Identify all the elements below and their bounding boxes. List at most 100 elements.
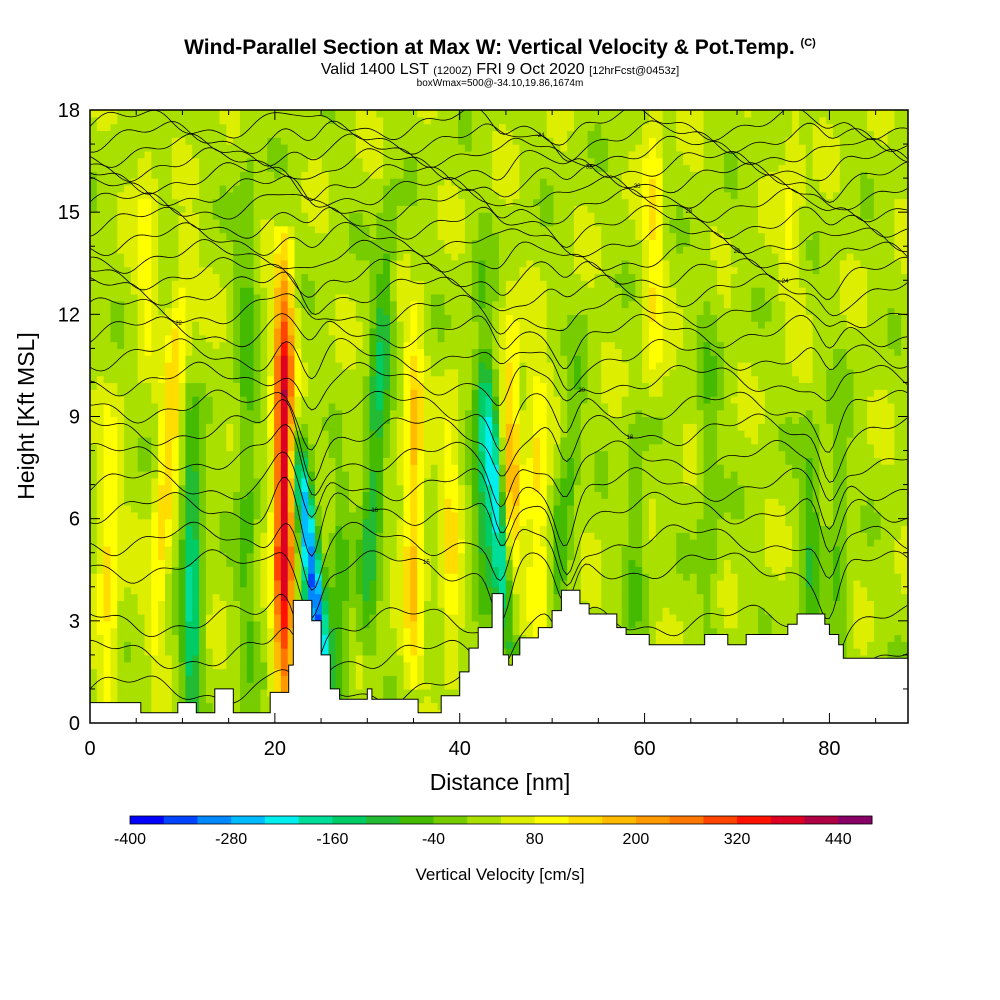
velocity-cell [444, 586, 459, 595]
velocity-cell [512, 430, 521, 438]
velocity-cell [96, 627, 112, 636]
velocity-cell [342, 416, 364, 424]
velocity-cell [103, 416, 118, 424]
velocity-cell [178, 436, 187, 445]
velocity-cell [164, 634, 180, 642]
velocity-cell [103, 430, 118, 438]
velocity-cell [171, 457, 180, 465]
velocity-cell [587, 205, 630, 213]
velocity-cell [792, 362, 814, 370]
velocity-cell [499, 579, 507, 588]
velocity-cell [587, 375, 602, 384]
velocity-cell [553, 457, 561, 465]
velocity-cell [192, 600, 200, 608]
velocity-cell [369, 457, 384, 465]
velocity-cell [478, 518, 486, 527]
velocity-cell [389, 280, 398, 288]
velocity-cell [280, 246, 289, 254]
velocity-cell [164, 396, 180, 404]
velocity-cell [812, 137, 841, 145]
velocity-cell [901, 259, 908, 268]
velocity-cell [410, 368, 418, 377]
velocity-cell [642, 375, 664, 384]
velocity-cell [424, 341, 480, 349]
velocity-cell [792, 212, 800, 220]
velocity-cell [464, 470, 473, 479]
velocity-cell [628, 300, 643, 309]
velocity-cell [335, 491, 350, 499]
velocity-cell [90, 614, 98, 622]
velocity-cell [464, 450, 473, 458]
velocity-cell [894, 246, 908, 254]
velocity-cell [294, 368, 302, 377]
velocity-cell [253, 307, 262, 315]
velocity-cell [464, 593, 473, 601]
velocity-cell [178, 443, 187, 452]
velocity-cell [239, 389, 255, 397]
velocity-cell [171, 171, 200, 179]
velocity-cell [178, 505, 187, 513]
velocity-cell [314, 450, 330, 458]
velocity-cell [417, 614, 425, 622]
velocity-cell [717, 314, 752, 322]
velocity-cell [124, 457, 139, 465]
velocity-cell [117, 525, 152, 533]
velocity-cell [280, 566, 289, 574]
velocity-cell [839, 586, 848, 595]
velocity-cell [717, 430, 745, 438]
velocity-cell [710, 614, 725, 622]
velocity-cell [410, 266, 473, 275]
velocity-cell [846, 586, 855, 595]
velocity-cell [342, 362, 357, 370]
velocity-cell [274, 614, 282, 622]
velocity-cell [437, 525, 446, 533]
velocity-cell [410, 634, 418, 642]
velocity-cell [567, 470, 575, 479]
velocity-cell [274, 539, 282, 547]
velocity-cell [499, 470, 507, 479]
velocity-cell [458, 573, 466, 581]
velocity-cell [267, 600, 275, 608]
velocity-cell [90, 545, 98, 554]
velocity-cell [294, 470, 302, 479]
velocity-cell [478, 607, 500, 615]
velocity-cell [444, 430, 452, 438]
velocity-cell [437, 491, 446, 499]
velocity-cell [826, 396, 855, 404]
velocity-cell [703, 307, 711, 315]
velocity-cell [710, 620, 725, 629]
velocity-cell [628, 593, 643, 601]
x-axis-ticks: 0 20 40 60 80 [84, 110, 877, 760]
velocity-cell [642, 218, 650, 227]
velocity-cell [608, 477, 630, 486]
velocity-cell [655, 178, 664, 186]
velocity-cell [573, 205, 589, 213]
velocity-cell [369, 382, 377, 390]
velocity-cell [369, 436, 384, 445]
velocity-cell [792, 225, 800, 234]
velocity-cell [239, 130, 357, 138]
velocity-cell [424, 436, 446, 445]
velocity-cell [110, 566, 118, 574]
velocity-cell [362, 389, 371, 397]
velocity-cell [383, 416, 391, 424]
velocity-cell [96, 682, 105, 690]
velocity-cell [164, 552, 173, 561]
velocity-cell [785, 348, 814, 356]
theta-contour-label: 18 [626, 435, 633, 441]
velocity-cell [553, 450, 561, 458]
velocity-cell [628, 614, 643, 622]
velocity-cell [199, 416, 214, 424]
velocity-cell [110, 600, 118, 608]
velocity-cell [792, 205, 800, 213]
velocity-cell [798, 498, 807, 506]
velocity-cell [526, 389, 534, 397]
velocity-cell [655, 634, 684, 642]
velocity-cell [812, 164, 841, 172]
velocity-cell [342, 688, 350, 697]
velocity-cell [812, 321, 848, 329]
velocity-cell [867, 307, 889, 315]
velocity-cell [267, 423, 275, 431]
velocity-cell [505, 545, 514, 554]
velocity-cell [519, 491, 548, 499]
